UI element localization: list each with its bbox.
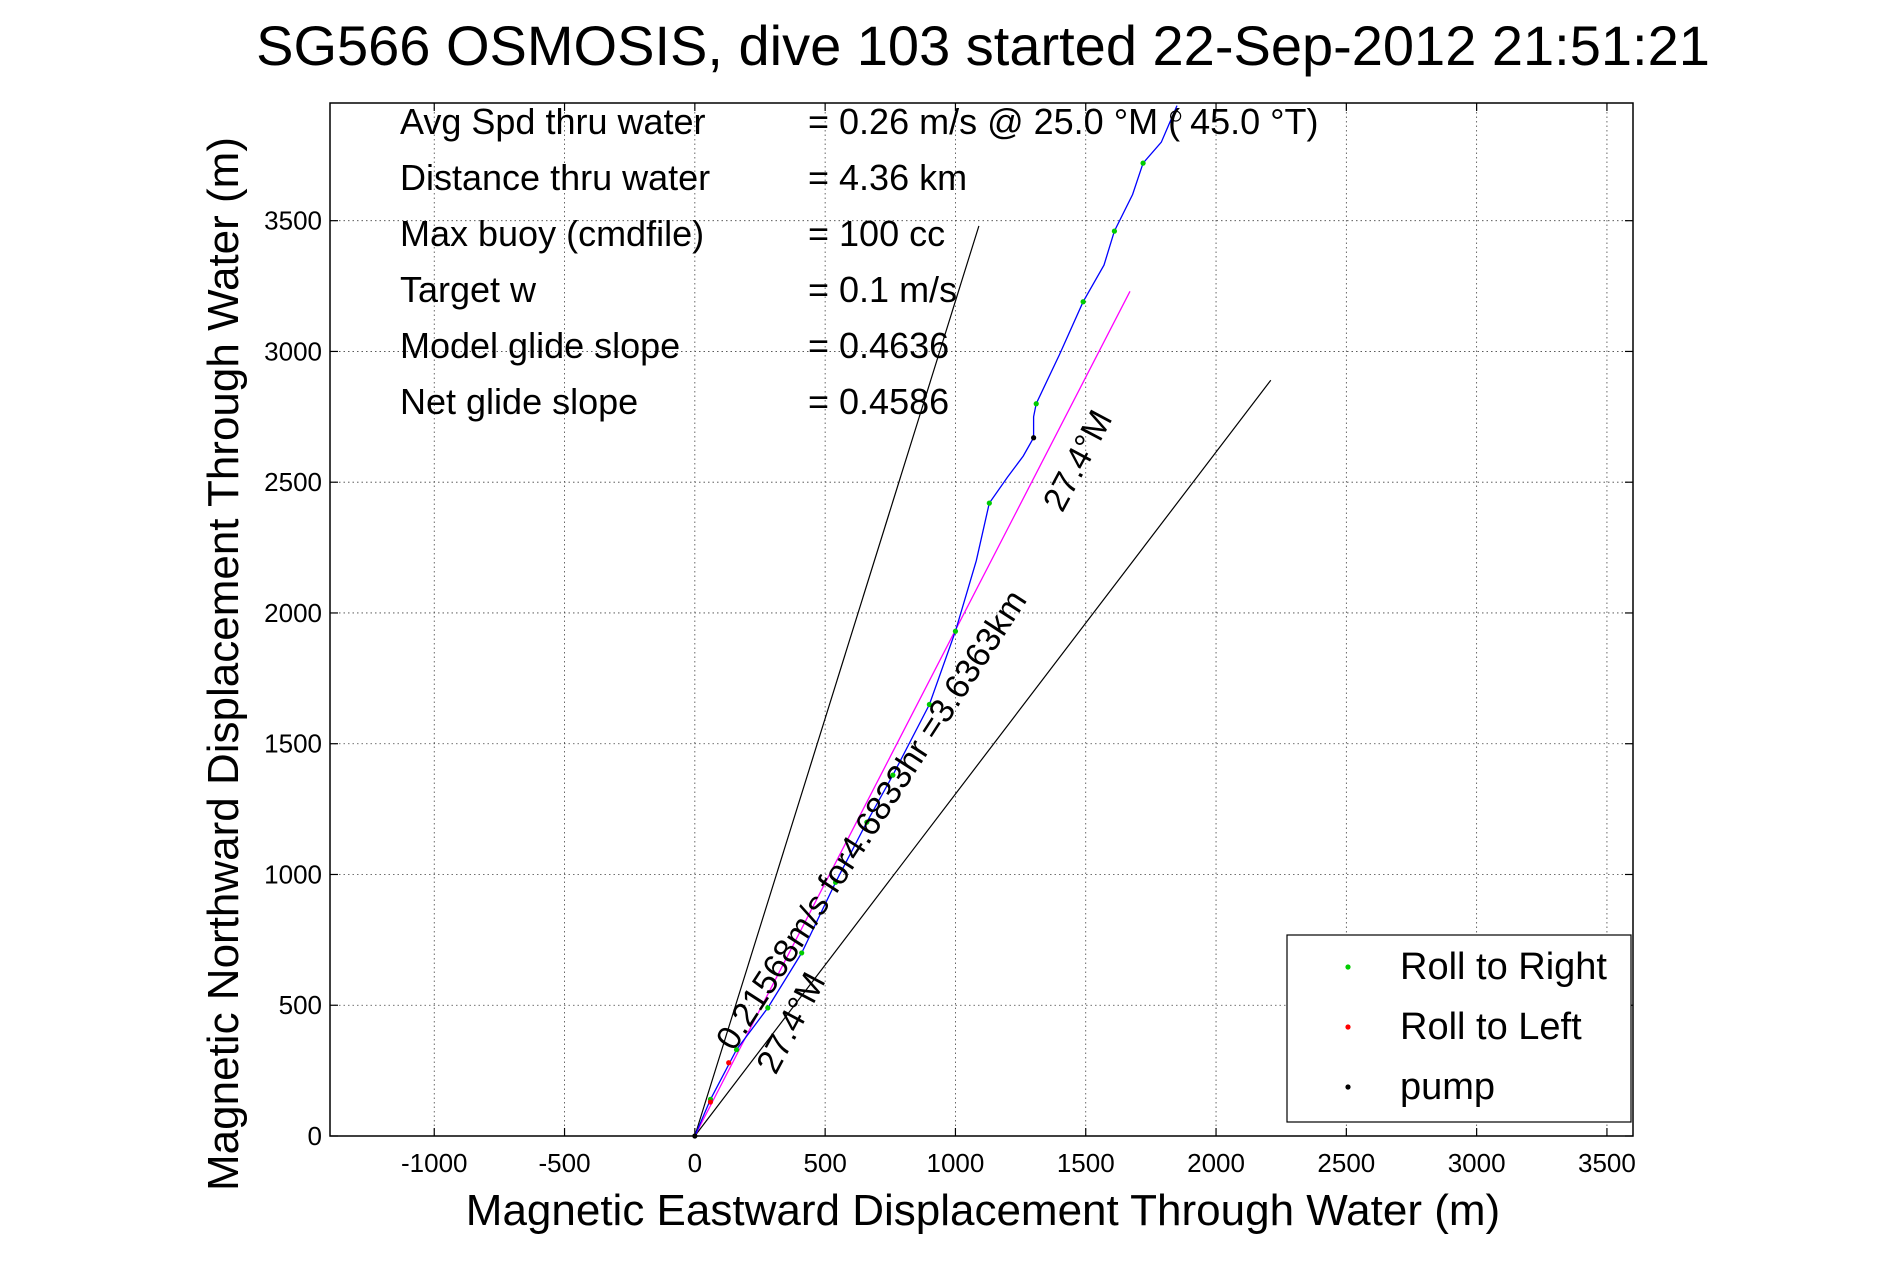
y-tick-label: 3500 <box>264 206 322 236</box>
series-point <box>765 1005 771 1011</box>
series-point <box>726 1060 732 1066</box>
x-tick-label: 2000 <box>1187 1148 1245 1178</box>
plot-area-frame <box>329 102 1634 1137</box>
legend-marker <box>1345 1084 1351 1090</box>
series-point <box>1080 299 1086 305</box>
axis-ticks: -1000 -500 0 500 1000 1500 2000 2500 3000 3500 0 50… <box>264 103 1636 1178</box>
cone-boundary-line <box>694 379 1272 1137</box>
x-tick-label: 0 <box>688 1148 702 1178</box>
series-point <box>1111 228 1118 234</box>
annotation-label: 27.4°M <box>1036 404 1120 517</box>
y-tick-label: 2000 <box>264 598 322 628</box>
chart-title: SG566 OSMOSIS, dive 103 started 22-Sep-2… <box>256 14 1710 77</box>
x-axis-title: Magnetic Eastward Displacement Through W… <box>466 1186 1500 1235</box>
annotations: 0.21568m/s for4.6833hr =3.6363km27.4°M27… <box>709 404 1120 1080</box>
y-tick-label: 2500 <box>264 467 322 497</box>
series-point <box>1140 160 1146 166</box>
cone-boundary-line <box>694 225 980 1137</box>
y-tick-label: 500 <box>279 990 322 1020</box>
plot-markers <box>692 110 1182 1139</box>
info-label: Model glide slope <box>400 325 680 366</box>
info-label: Avg Spd thru water <box>400 101 706 142</box>
end-marker <box>1170 110 1182 122</box>
series-point <box>733 1047 740 1053</box>
info-value: = 0.1 m/s <box>808 269 957 310</box>
legend: Roll to Right Roll to Left pump <box>1286 934 1632 1123</box>
info-label: Max buoy (cmdfile) <box>400 213 704 254</box>
x-tick-label: 1000 <box>927 1148 985 1178</box>
series-point <box>1033 401 1039 407</box>
x-tick-label: 2500 <box>1317 1148 1375 1178</box>
info-label: Net glide slope <box>400 381 638 422</box>
series-point <box>692 1133 698 1139</box>
info-value: = 4.36 km <box>808 157 967 198</box>
legend-label: Roll to Left <box>1400 1006 1582 1048</box>
annotation-label: 0.21568m/s for4.6833hr =3.6363km <box>709 583 1035 1056</box>
x-tick-label: -1000 <box>401 1148 468 1178</box>
legend-frame <box>1286 934 1632 1123</box>
legend-label: pump <box>1400 1066 1495 1108</box>
info-value: = 0.26 m/s @ 25.0 °M ( 45.0 °T) <box>808 101 1319 142</box>
series-point <box>926 701 932 708</box>
series-point <box>1031 435 1037 441</box>
y-tick-label: 1500 <box>264 729 322 759</box>
series-point <box>799 950 805 956</box>
series-point <box>707 1099 714 1105</box>
y-axis-title: Magnetic Northward Displacement Through … <box>199 137 248 1191</box>
info-label: Target w <box>400 269 537 310</box>
glide-line <box>694 291 1131 1137</box>
legend-marker <box>1345 964 1351 970</box>
y-tick-label: 1000 <box>264 859 322 889</box>
x-tick-label: -500 <box>539 1148 591 1178</box>
legend-label: Roll to Right <box>1400 946 1607 988</box>
x-tick-label: 3500 <box>1578 1148 1636 1178</box>
y-tick-label: 3000 <box>264 336 322 366</box>
info-value: = 0.4636 <box>808 325 949 366</box>
dive-info-box: Avg Spd thru water = 0.26 m/s @ 25.0 °M (… <box>400 101 1319 422</box>
info-label: Distance thru water <box>400 157 710 198</box>
series-point <box>890 772 896 778</box>
series-point <box>986 500 992 506</box>
series-point <box>864 819 870 825</box>
info-value: = 0.4586 <box>808 381 949 422</box>
series-point <box>832 879 839 885</box>
x-tick-label: 500 <box>803 1148 846 1178</box>
x-tick-label: 3000 <box>1448 1148 1506 1178</box>
x-tick-label: 1500 <box>1057 1148 1115 1178</box>
info-value: = 100 cc <box>808 213 945 254</box>
y-tick-label: 0 <box>308 1121 322 1151</box>
legend-marker <box>1345 1024 1351 1030</box>
series-point <box>952 628 959 634</box>
